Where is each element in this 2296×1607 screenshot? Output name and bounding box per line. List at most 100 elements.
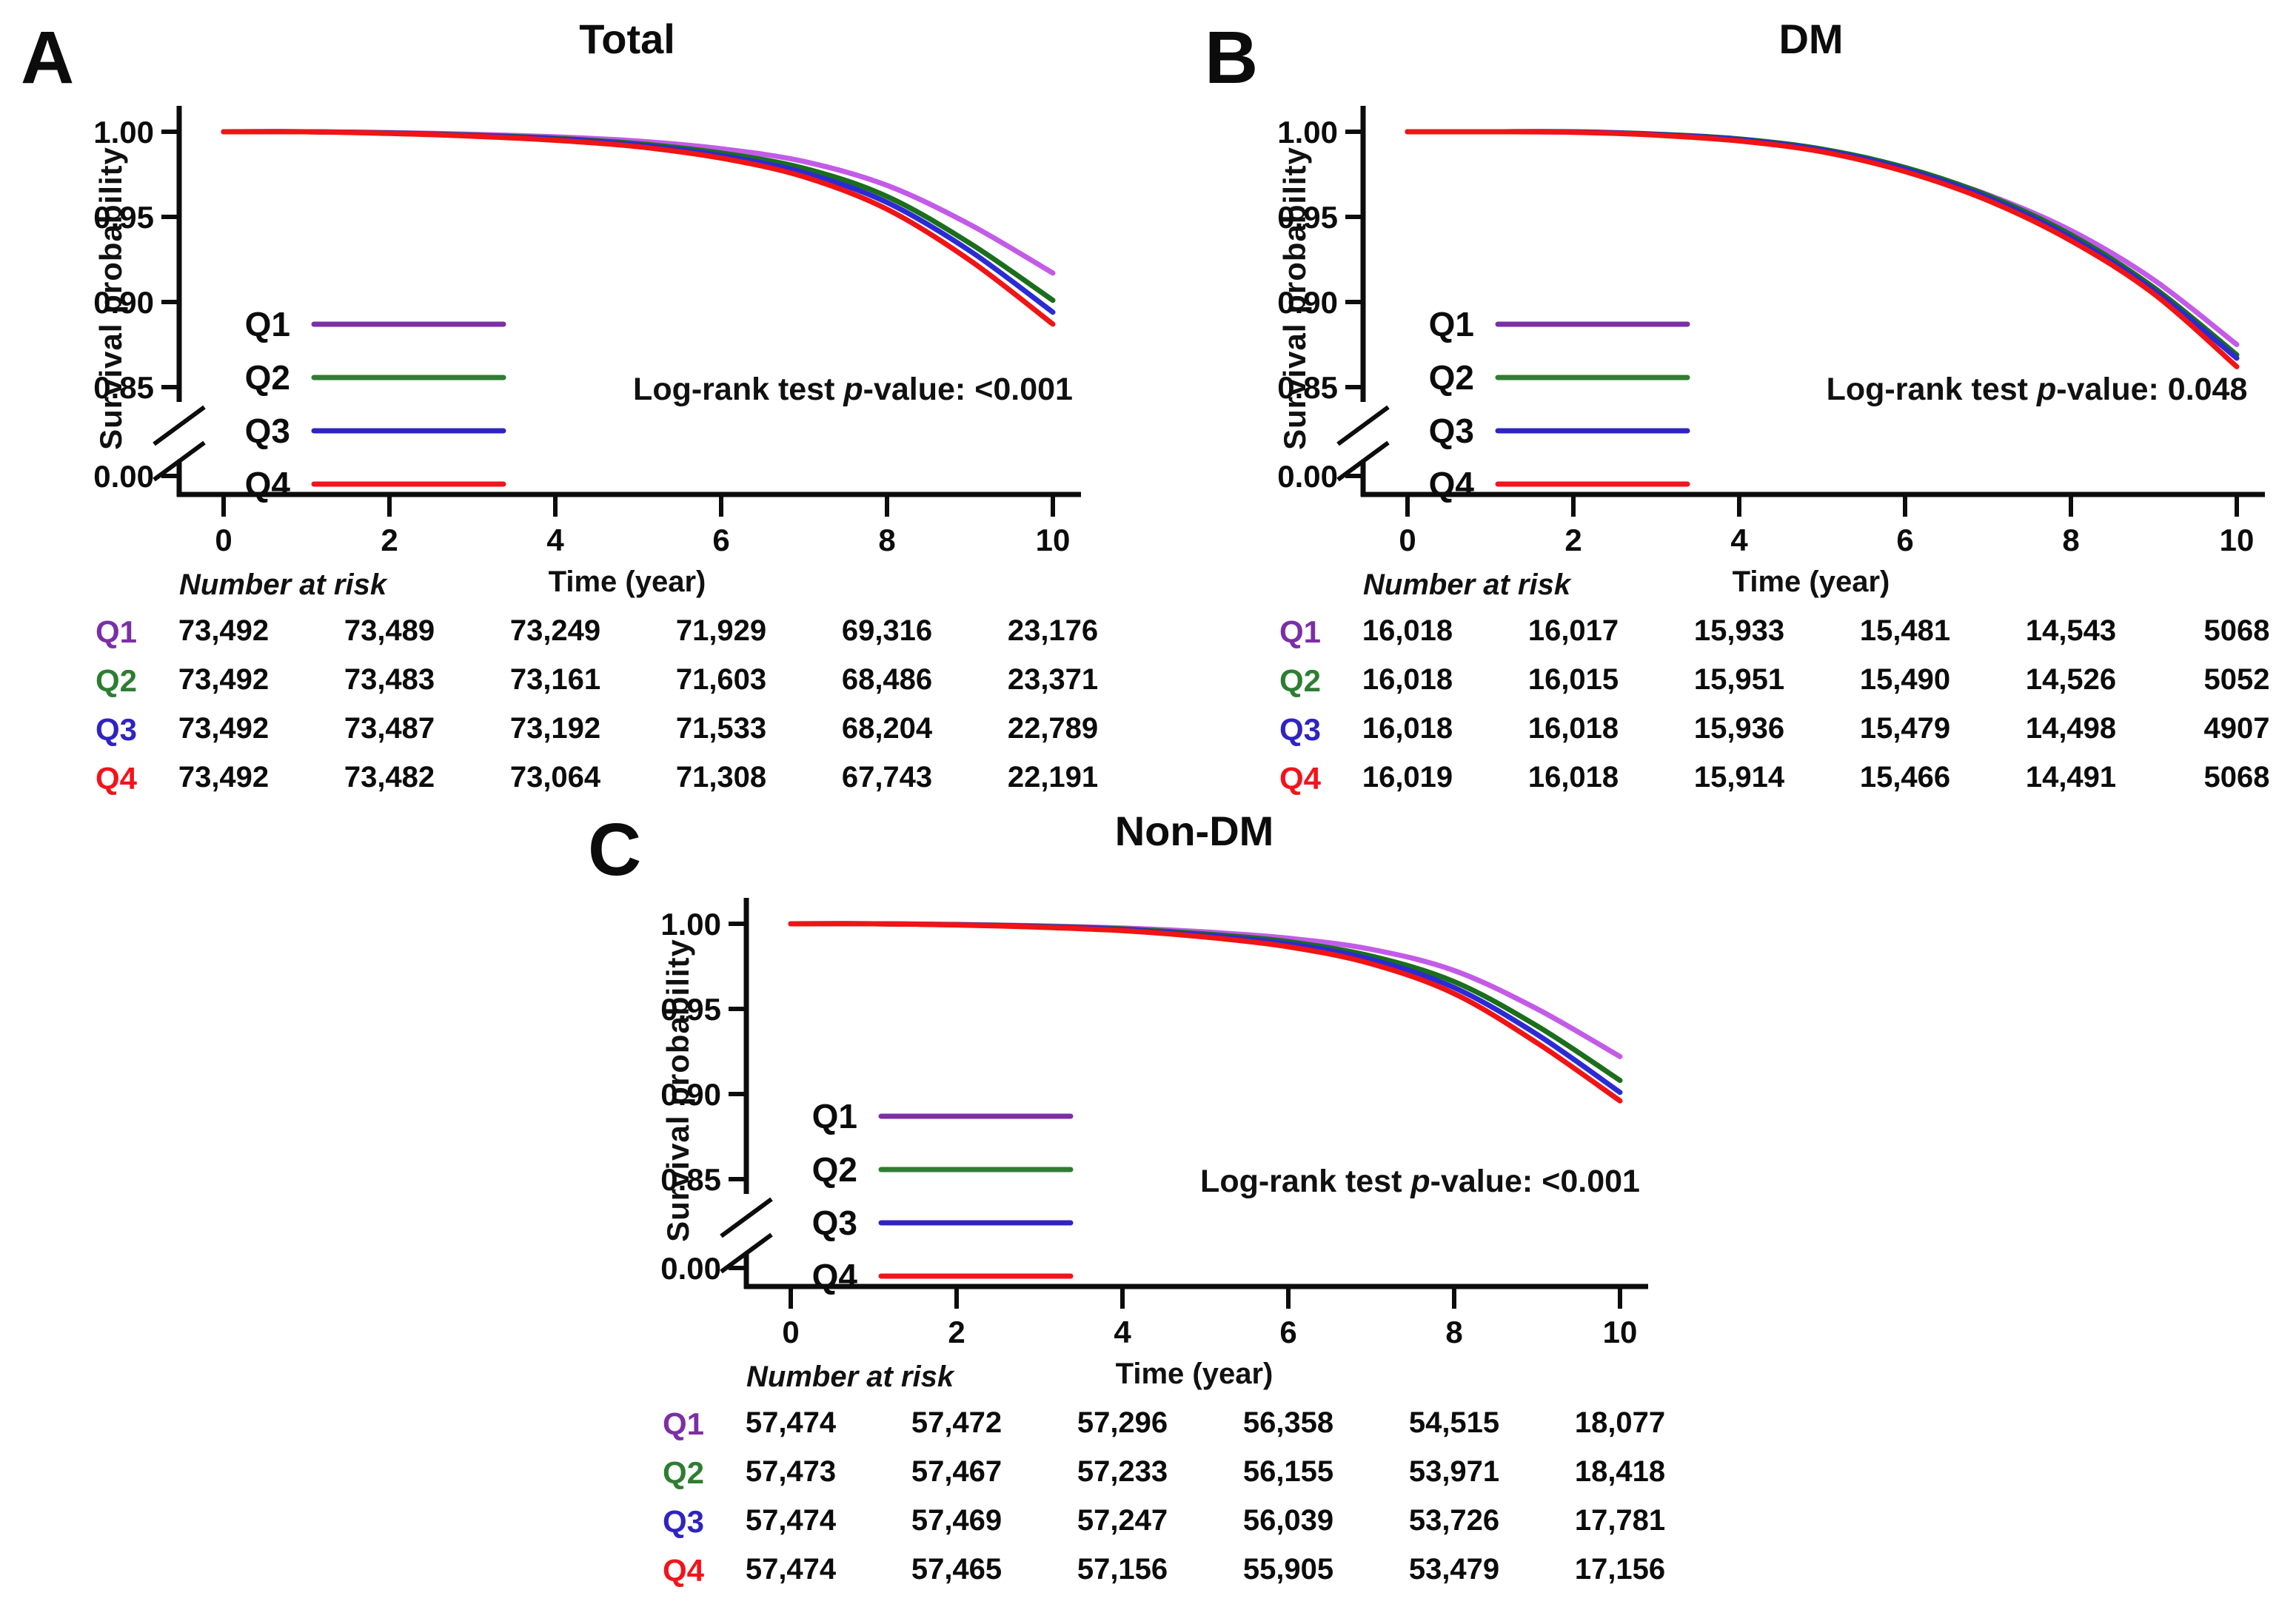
survival-curve-q1 — [1405, 129, 2240, 347]
x-tick-label: 4 — [1730, 523, 1748, 557]
y-tick-label: 0.90 — [660, 1077, 721, 1112]
pvalue-value: 0.048 — [2167, 372, 2248, 407]
panel-letter: A — [21, 16, 75, 99]
risk-count: 73,161 — [509, 663, 601, 696]
risk-count: 57,472 — [911, 1406, 1003, 1439]
risk-count: 16,018 — [1527, 761, 1619, 794]
risk-row-q3: Q3 73,492 73,487 73,192 71,533 68,204 22,789 — [68, 712, 1149, 751]
x-tick-label: 8 — [878, 523, 895, 557]
y-tick-label: 0.95 — [93, 200, 154, 235]
risk-count: 57,465 — [911, 1553, 1003, 1586]
risk-count: 73,492 — [178, 712, 270, 745]
legend-label-q2: Q2 — [245, 358, 290, 397]
pvalue-p-italic: p — [843, 372, 863, 407]
risk-count: 57,474 — [745, 1406, 837, 1439]
pvalue-suffix: -value: — [1430, 1164, 1533, 1199]
risk-count: 54,515 — [1408, 1406, 1500, 1439]
risk-count: 53,726 — [1408, 1504, 1500, 1537]
risk-row-label: Q1 — [95, 614, 138, 649]
survival-curve-q4 — [1405, 129, 2240, 369]
legend-label-q1: Q1 — [812, 1097, 857, 1135]
legend-label-q3: Q3 — [812, 1204, 857, 1242]
y-tick-label: 0.90 — [93, 285, 154, 320]
risk-count: 57,474 — [745, 1553, 837, 1586]
risk-count: 57,233 — [1077, 1455, 1168, 1488]
risk-count: 73,249 — [509, 614, 601, 647]
x-tick-label: 10 — [1603, 1315, 1638, 1349]
survival-curve-q4 — [221, 129, 1056, 327]
risk-row-label: Q2 — [1279, 663, 1322, 698]
number-at-risk-header: Number at risk — [746, 1361, 954, 1393]
legend-label-q4: Q4 — [812, 1257, 858, 1295]
legend-label-q2: Q2 — [1429, 358, 1474, 397]
log-rank-pvalue: Log-rank test p-value: 0.048 — [1815, 372, 2259, 408]
legend-label-q3: Q3 — [1429, 412, 1474, 450]
risk-row-label: Q3 — [95, 712, 138, 747]
risk-row-label: Q3 — [1279, 712, 1322, 747]
panel-non-dm: C Non-DM Survival probability 1.00 0.95 0.… — [588, 805, 1746, 1593]
risk-count: 16,018 — [1362, 712, 1453, 745]
risk-count: 15,951 — [1693, 663, 1785, 696]
y-tick-label: 0.85 — [93, 370, 154, 405]
risk-table: Q1 73,492 73,489 73,249 71,929 69,316 23,176 Q2… — [68, 614, 1149, 801]
panel-dm: B DM Survival probability 1.00 0.95 0.90 0.… — [1205, 13, 2296, 801]
x-axis-label: Time (year) — [548, 566, 706, 598]
risk-count: 15,481 — [1859, 614, 1951, 647]
x-tick-label: 4 — [546, 523, 564, 557]
x-tick-label: 2 — [1564, 523, 1582, 557]
risk-count: 68,486 — [841, 663, 933, 696]
number-at-risk-header: Number at risk — [1363, 568, 1571, 601]
risk-count: 5068 — [2203, 761, 2270, 794]
x-tick-label: 10 — [1036, 523, 1071, 557]
pvalue-suffix: -value: — [2056, 372, 2159, 407]
risk-row-label: Q3 — [662, 1504, 705, 1539]
risk-count: 15,936 — [1693, 712, 1785, 745]
risk-count: 18,077 — [1574, 1406, 1666, 1439]
risk-count: 71,603 — [675, 663, 767, 696]
log-rank-pvalue: Log-rank test p-value: <0.001 — [631, 372, 1075, 408]
x-tick-label: 0 — [782, 1315, 799, 1349]
risk-count: 23,176 — [1007, 614, 1099, 647]
risk-count: 15,490 — [1859, 663, 1951, 696]
y-tick-label: 0.00 — [660, 1251, 721, 1286]
risk-row-q4: Q4 57,474 57,465 57,156 55,905 53,479 17,156 — [635, 1553, 1716, 1591]
risk-count: 14,543 — [2025, 614, 2117, 647]
legend-label-q4: Q4 — [1429, 465, 1475, 503]
risk-row-q1: Q1 16,018 16,017 15,933 15,481 14,543 5068 — [1252, 614, 2296, 653]
x-tick-label: 0 — [1399, 523, 1416, 557]
panel-title: DM — [1778, 16, 1844, 62]
y-tick-label: 1.00 — [93, 115, 154, 150]
x-tick-label: 6 — [712, 523, 729, 557]
risk-count: 15,466 — [1859, 761, 1951, 794]
risk-row-q2: Q2 16,018 16,015 15,951 15,490 14,526 5052 — [1252, 663, 2296, 702]
risk-count: 53,479 — [1408, 1553, 1500, 1586]
panel-total: A Total Survival probability 1.00 0.95 0.9… — [21, 13, 1179, 801]
risk-table: Q1 57,474 57,472 57,296 56,358 54,515 18,077 Q2… — [635, 1406, 1716, 1593]
panel-title: Non-DM — [1114, 808, 1274, 854]
risk-row-q3: Q3 57,474 57,469 57,247 56,039 53,726 17,781 — [635, 1504, 1716, 1543]
axis-break-slash — [720, 1232, 773, 1274]
risk-row-q4: Q4 73,492 73,482 73,064 71,308 67,743 22,191 — [68, 761, 1149, 799]
risk-count: 68,204 — [841, 712, 933, 745]
risk-count: 71,929 — [675, 614, 767, 647]
risk-row-label: Q4 — [1279, 761, 1322, 796]
risk-count: 14,498 — [2025, 712, 2117, 745]
risk-count: 73,489 — [344, 614, 435, 647]
axis-break-slash — [1336, 405, 1390, 446]
pvalue-suffix: -value: — [863, 372, 966, 407]
survival-plot: 1.00 0.95 0.90 0.85 0.00 0 2 4 6 8 10 Q1 Q2 Q3 Q4 — [93, 106, 1081, 557]
risk-row-label: Q1 — [662, 1406, 705, 1441]
risk-count: 56,039 — [1242, 1504, 1334, 1537]
survival-plot: 1.00 0.95 0.90 0.85 0.00 0 2 4 6 8 10 Q1 Q2 Q3 Q4 — [660, 898, 1648, 1349]
risk-count: 73,492 — [178, 761, 270, 794]
risk-count: 71,533 — [675, 712, 767, 745]
risk-count: 57,467 — [911, 1455, 1003, 1488]
x-axis-label: Time (year) — [1115, 1358, 1273, 1390]
survival-curve-q2 — [221, 129, 1056, 303]
risk-count: 16,015 — [1527, 663, 1619, 696]
risk-count: 14,526 — [2025, 663, 2117, 696]
risk-count: 15,914 — [1693, 761, 1785, 794]
panel-letter: C — [588, 808, 642, 891]
risk-count: 57,473 — [745, 1455, 837, 1488]
risk-count: 57,156 — [1077, 1553, 1168, 1586]
